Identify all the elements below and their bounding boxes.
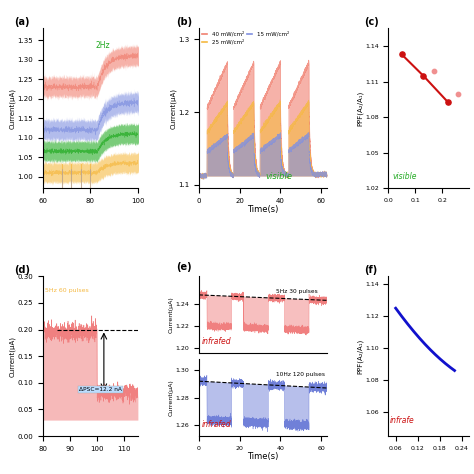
Y-axis label: PPF(A₂/A₁): PPF(A₂/A₁) bbox=[357, 91, 364, 126]
Text: infrafe: infrafe bbox=[390, 416, 415, 425]
Text: (a): (a) bbox=[14, 17, 29, 27]
Y-axis label: Current(μA): Current(μA) bbox=[9, 336, 16, 377]
Y-axis label: Current(μA): Current(μA) bbox=[169, 379, 174, 416]
X-axis label: Time(s): Time(s) bbox=[247, 452, 279, 461]
Y-axis label: Current(μA): Current(μA) bbox=[169, 296, 174, 333]
Text: infrafed: infrafed bbox=[201, 420, 231, 429]
Point bbox=[419, 72, 427, 80]
Point bbox=[398, 51, 406, 58]
Text: (b): (b) bbox=[176, 17, 192, 27]
Text: (c): (c) bbox=[364, 17, 379, 27]
Point bbox=[430, 67, 438, 75]
Point bbox=[455, 90, 462, 97]
X-axis label: Time(s): Time(s) bbox=[247, 205, 279, 214]
Text: ΔPSC=12.2 nA: ΔPSC=12.2 nA bbox=[79, 387, 122, 392]
Text: (f): (f) bbox=[364, 265, 377, 275]
Y-axis label: PPF(A₂/A₁): PPF(A₂/A₁) bbox=[357, 338, 364, 374]
Text: (d): (d) bbox=[14, 265, 30, 275]
Text: visible: visible bbox=[265, 172, 292, 181]
Text: 2Hz: 2Hz bbox=[95, 41, 109, 50]
Legend: 40 mW/cm², 25 mW/cm², 15 mW/cm²: 40 mW/cm², 25 mW/cm², 15 mW/cm² bbox=[201, 31, 289, 45]
Y-axis label: Current(μA): Current(μA) bbox=[170, 88, 176, 129]
Text: infrafed: infrafed bbox=[201, 337, 231, 346]
Text: 5Hz 30 pulses: 5Hz 30 pulses bbox=[276, 289, 318, 294]
Y-axis label: Current(μA): Current(μA) bbox=[9, 88, 16, 129]
Text: (e): (e) bbox=[176, 262, 191, 272]
Point bbox=[444, 98, 451, 106]
Text: visible: visible bbox=[392, 172, 417, 181]
Text: 10Hz 120 pulses: 10Hz 120 pulses bbox=[276, 372, 325, 377]
Text: 5Hz 60 pulses: 5Hz 60 pulses bbox=[45, 288, 88, 293]
